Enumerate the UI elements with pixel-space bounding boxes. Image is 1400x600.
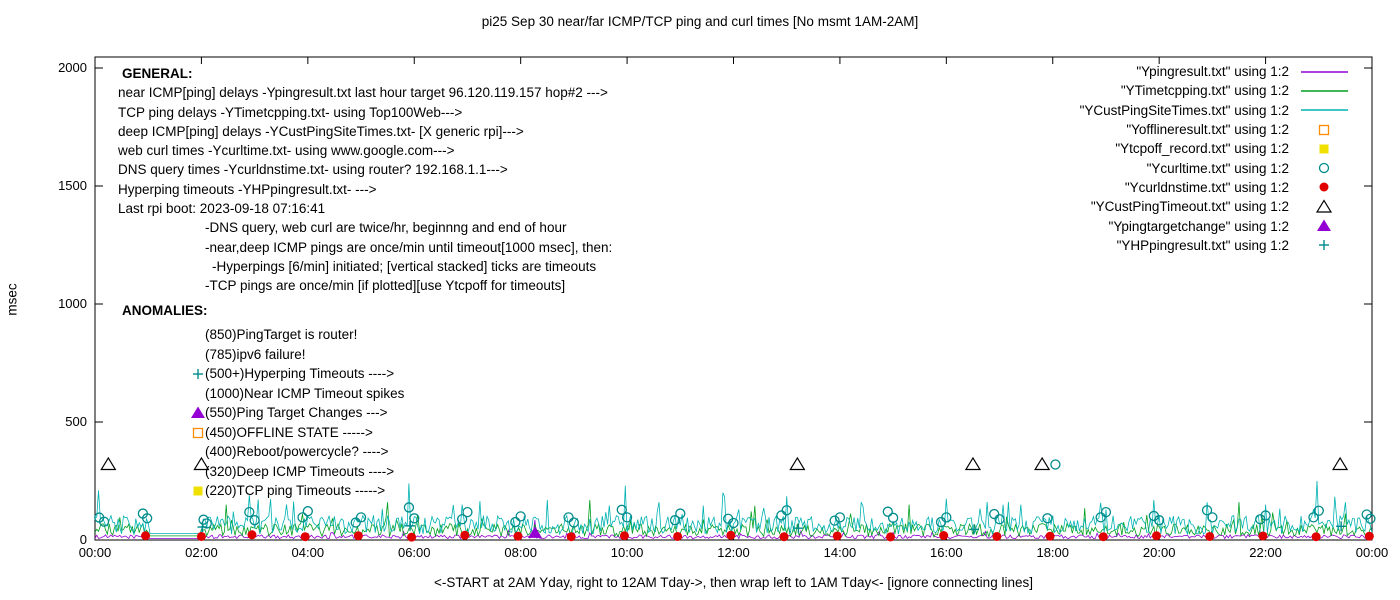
anomaly-line: (220)TCP ping Timeouts -----> [191, 481, 404, 501]
general-line: -Hyperpings [6/min] initiated; [vertical… [212, 258, 597, 274]
legend-label: "Ypingtargetchange" using 1:2 [1108, 218, 1289, 234]
anomaly-label: (550)Ping Target Changes ---> [205, 405, 388, 420]
anomalies-heading: ANOMALIES: [122, 303, 208, 318]
legend-label: "Ycurldnstime.txt" using 1:2 [1124, 179, 1289, 195]
open-square-icon [191, 423, 204, 443]
general-line: TCP ping delays -YTimetcpping.txt- using… [118, 104, 463, 120]
general-block: GENERAL: near ICMP[ping] delays -Ypingre… [118, 64, 612, 296]
plus-icon [1298, 237, 1352, 253]
filled-triangle-icon [191, 403, 205, 423]
legend-item: "YTimetcpping.txt" using 1:2 [1080, 81, 1352, 100]
anomaly-line: (500+)Hyperping Timeouts ----> [191, 364, 404, 384]
general-line: Last rpi boot: 2023-09-18 07:16:41 [118, 201, 326, 217]
svg-text:0: 0 [80, 532, 87, 547]
anomaly-line: (400)Reboot/powercycle? ----> [191, 442, 404, 462]
anomaly-line: (785)ipv6 failure! [191, 345, 404, 365]
x-axis-label: <-START at 2AM Yday, right to 12AM Tday-… [434, 575, 1033, 590]
legend-label: "Ytcpoff_record.txt" using 1:2 [1115, 141, 1289, 157]
svg-text:06:00: 06:00 [398, 545, 431, 560]
svg-text:20:00: 20:00 [1143, 545, 1176, 560]
anomaly-label: (500+)Hyperping Timeouts ----> [205, 366, 395, 381]
anomaly-label: (320)Deep ICMP Timeouts ----> [205, 463, 395, 479]
general-line: -DNS query, web curl are twice/hr, begin… [205, 220, 567, 236]
anomaly-line: (1000)Near ICMP Timeout spikes [191, 384, 404, 404]
legend-item: "Ypingresult.txt" using 1:2 [1080, 62, 1352, 81]
line-sample-icon [1298, 64, 1352, 80]
anomaly-label: (450)OFFLINE STATE -----> [205, 424, 373, 440]
chart-title: pi25 Sep 30 near/far ICMP/TCP ping and c… [481, 14, 919, 29]
anomaly-line: (850)PingTarget is router! [191, 325, 404, 345]
svg-text:500: 500 [65, 414, 87, 429]
svg-text:00:00: 00:00 [79, 545, 112, 560]
general-line: deep ICMP[ping] delays -YCustPingSiteTim… [118, 123, 524, 139]
legend-item: "Ytcpoff_record.txt" using 1:2 [1080, 139, 1352, 158]
general-line: -near,deep ICMP pings are once/min until… [205, 239, 613, 255]
legend-item: "YCustPingSiteTimes.txt" using 1:2 [1080, 101, 1352, 120]
legend-item: "YCustPingTimeout.txt" using 1:2 [1080, 197, 1352, 216]
svg-text:00:00: 00:00 [1356, 545, 1389, 560]
general-line: -TCP pings are once/min [if plotted][use… [205, 278, 566, 294]
svg-text:1500: 1500 [58, 178, 87, 193]
open-square-icon [1298, 122, 1352, 138]
legend-item: "Ycurldnstime.txt" using 1:2 [1080, 178, 1352, 197]
svg-text:02:00: 02:00 [185, 545, 218, 560]
anomaly-line: (450)OFFLINE STATE -----> [191, 423, 404, 443]
plus-icon [191, 364, 204, 384]
anomaly-label: (220)TCP ping Timeouts -----> [205, 483, 386, 498]
anomaly-label: (785)ipv6 failure! [205, 346, 306, 362]
svg-text:18:00: 18:00 [1036, 545, 1069, 560]
open-circle-icon [1298, 160, 1352, 176]
general-line: web curl times -Ycurltime.txt- using www… [118, 143, 455, 159]
legend-label: "Ycurltime.txt" using 1:2 [1146, 160, 1289, 176]
anomaly-label: (850)PingTarget is router! [205, 327, 358, 342]
y-axis-label: msec [4, 283, 20, 316]
legend-label: "YHPpingresult.txt" using 1:2 [1116, 237, 1289, 253]
legend-item: "Ycurltime.txt" using 1:2 [1080, 158, 1352, 177]
legend: "Ypingresult.txt" using 1:2 "YTimetcppin… [1080, 62, 1352, 255]
legend-item: "Yofflineresult.txt" using 1:2 [1080, 120, 1352, 139]
svg-text:10:00: 10:00 [611, 545, 644, 560]
anomaly-label: (1000)Near ICMP Timeout spikes [205, 385, 405, 401]
svg-text:2000: 2000 [58, 60, 87, 75]
anomalies-block: (850)PingTarget is router! (785)ipv6 fai… [191, 325, 404, 501]
filled-square-icon [1298, 141, 1352, 157]
line-sample-icon [1298, 83, 1352, 99]
filled-triangle-icon [1298, 218, 1352, 234]
filled-square-icon [191, 481, 204, 501]
anomaly-line: (550)Ping Target Changes ---> [191, 403, 404, 423]
svg-text:16:00: 16:00 [930, 545, 963, 560]
legend-item: "Ypingtargetchange" using 1:2 [1080, 216, 1352, 235]
general-line: Hyperping timeouts -YHPpingresult.txt- -… [118, 181, 377, 197]
filled-circle-icon [1298, 179, 1352, 195]
legend-label: "Ypingresult.txt" using 1:2 [1136, 64, 1289, 80]
anomaly-line: (320)Deep ICMP Timeouts ----> [191, 462, 404, 482]
svg-text:04:00: 04:00 [292, 545, 325, 560]
legend-label: "YCustPingSiteTimes.txt" using 1:2 [1079, 102, 1289, 118]
anomaly-label: (400)Reboot/powercycle? ----> [205, 444, 389, 459]
legend-label: "Yofflineresult.txt" using 1:2 [1126, 122, 1289, 138]
svg-text:1000: 1000 [58, 296, 87, 311]
svg-text:12:00: 12:00 [717, 545, 750, 560]
general-line: near ICMP[ping] delays -Ypingresult.txt … [118, 85, 608, 101]
general-heading: GENERAL: [122, 66, 193, 81]
line-sample-icon [1298, 102, 1352, 118]
legend-item: "YHPpingresult.txt" using 1:2 [1080, 236, 1352, 255]
general-line: DNS query times -Ycurldnstime.txt- using… [118, 162, 508, 178]
svg-text:22:00: 22:00 [1249, 545, 1282, 560]
svg-text:08:00: 08:00 [504, 545, 537, 560]
svg-text:14:00: 14:00 [824, 545, 857, 560]
legend-label: "YCustPingTimeout.txt" using 1:2 [1090, 199, 1289, 215]
legend-label: "YTimetcpping.txt" using 1:2 [1120, 83, 1289, 99]
open-triangle-icon [1298, 199, 1352, 215]
